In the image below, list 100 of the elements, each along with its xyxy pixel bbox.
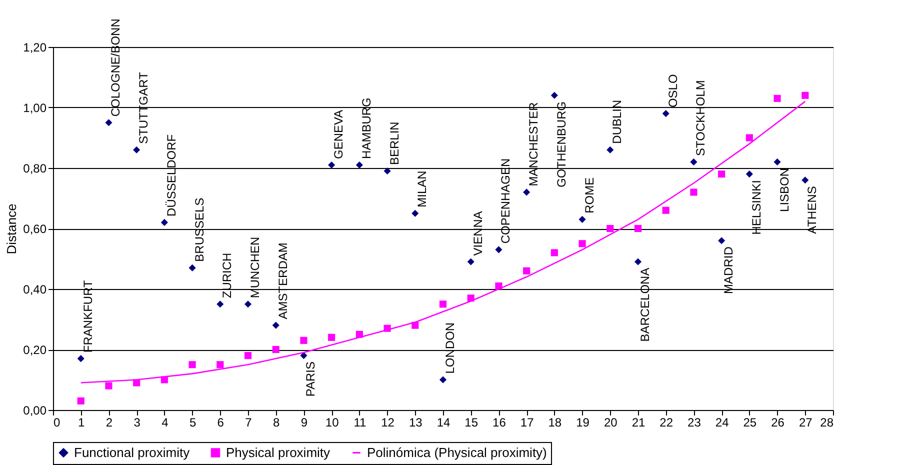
annotation: OSLO	[666, 74, 680, 108]
point	[690, 158, 698, 166]
y-tick-label: 1,20	[23, 40, 47, 54]
point	[634, 258, 642, 266]
x-tick-label: 21	[632, 416, 646, 430]
point	[188, 264, 196, 272]
x-tick-label: 1	[78, 416, 86, 430]
y-tick-label: 0,60	[23, 222, 47, 236]
point	[550, 249, 558, 256]
point	[802, 176, 809, 184]
x-tick-label: 11	[354, 416, 366, 430]
legend-label: Polinómica (Physical proximity)	[367, 444, 547, 460]
x-tick-label: 12	[381, 416, 395, 430]
x-tick-label: 0	[54, 416, 60, 430]
annotation: BRUSSELS	[192, 198, 206, 262]
point	[606, 224, 614, 232]
point	[272, 322, 280, 329]
point	[718, 237, 726, 244]
y-tick-label: 1,00	[23, 101, 47, 115]
annotation: GOTHENBURG	[554, 101, 568, 188]
point	[690, 188, 698, 196]
point	[77, 355, 84, 362]
legend-label: Functional proximity	[74, 444, 190, 460]
point	[272, 346, 280, 354]
annotation: HAMBURG	[359, 98, 374, 159]
point	[718, 170, 726, 178]
x-tick-label: 26	[771, 416, 785, 430]
annotation: DÜSSELDORF	[164, 134, 178, 216]
annotation: HELSINKI	[749, 180, 764, 235]
point	[216, 300, 224, 308]
point	[774, 94, 781, 102]
point	[244, 300, 252, 308]
x-tick-label: 7	[245, 416, 252, 430]
x-tick-label: 16	[492, 416, 506, 430]
point	[439, 376, 447, 384]
annotation: ROME	[582, 177, 596, 214]
point	[550, 92, 558, 99]
point	[439, 300, 447, 308]
x-tick-label: 6	[217, 416, 224, 430]
point	[328, 334, 336, 341]
annotation: STUTTGART	[136, 71, 151, 144]
point	[578, 216, 586, 223]
x-tick-label: 14	[436, 416, 450, 430]
y-tick-label: 0,00	[23, 404, 47, 418]
x-tick-label: 2	[106, 416, 113, 430]
point	[746, 170, 753, 178]
annotation: COLOGNE/BONN	[108, 18, 123, 117]
x-tick-label: 28	[820, 416, 834, 430]
annotation: DUBLIN	[610, 100, 624, 144]
annotation: ATHENS	[805, 186, 820, 234]
point	[105, 119, 112, 126]
annotation: STOCKHOLM	[694, 80, 708, 156]
point	[216, 361, 224, 368]
point	[244, 352, 252, 360]
point	[774, 158, 781, 166]
point	[634, 224, 642, 232]
point	[77, 397, 84, 404]
x-tick-label: 22	[660, 416, 674, 430]
annotation: GENEVA	[332, 110, 346, 159]
point	[523, 188, 530, 196]
x-tick-label: 4	[162, 416, 169, 430]
y-tick-label: 0,20	[23, 343, 47, 357]
point	[300, 336, 308, 344]
x-tick-label: 10	[325, 416, 340, 430]
point	[356, 161, 363, 169]
annotation: BARCELONA	[638, 268, 652, 342]
y-axis-title: Distance	[4, 204, 20, 254]
point	[105, 382, 112, 390]
point	[495, 246, 502, 254]
annotation: MANCHESTER	[526, 102, 541, 186]
x-tick-label: 23	[688, 416, 702, 430]
annotation: MADRID	[722, 246, 736, 294]
point	[662, 110, 670, 118]
annotation: MILAN	[415, 170, 430, 208]
y-tick-label: 0,40	[23, 282, 47, 296]
annotation: VIENNA	[470, 211, 485, 256]
x-tick-label: 27	[798, 416, 813, 430]
annotation: AMSTERDAM	[276, 242, 290, 320]
x-tick-label: 15	[464, 416, 478, 430]
point	[328, 161, 336, 169]
x-tick-label: 17	[520, 416, 534, 430]
x-tick-label: 5	[189, 416, 196, 430]
point	[467, 258, 474, 266]
annotation: COPENHAGEN	[498, 158, 513, 244]
point	[412, 210, 419, 217]
point	[578, 240, 586, 248]
x-tick-label: 8	[273, 416, 280, 430]
annotation: LISBON	[777, 168, 792, 212]
point	[606, 146, 614, 154]
x-tick-label: 3	[134, 416, 141, 430]
x-tick-label: 19	[576, 416, 590, 430]
point	[384, 167, 391, 175]
x-tick-label: 9	[300, 416, 308, 430]
point	[133, 146, 140, 154]
x-tick-label: 24	[715, 416, 730, 430]
x-tick-label: 20	[604, 416, 618, 430]
point	[160, 218, 168, 226]
point	[188, 361, 196, 368]
point	[523, 267, 530, 274]
legend-label: Physical proximity	[226, 444, 331, 460]
